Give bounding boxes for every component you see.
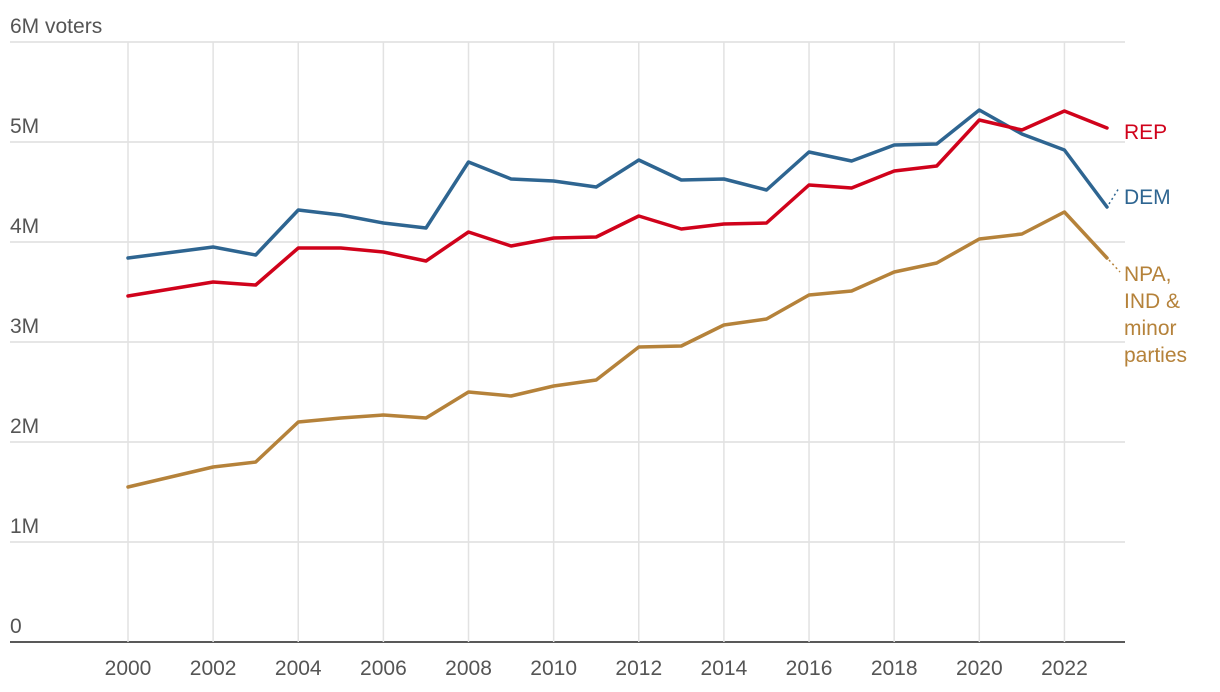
x-tick-label: 2014 <box>701 657 748 680</box>
series-label-npa: NPA, IND & minor parties <box>1124 263 1187 367</box>
x-tick-label: 2018 <box>871 657 918 680</box>
series-line-rep <box>126 109 1109 298</box>
y-tick-label: 3M <box>10 315 39 338</box>
y-tick-label: 2M <box>10 415 39 438</box>
x-tick-label: 2008 <box>445 657 492 680</box>
x-tick-label: 2010 <box>530 657 577 680</box>
series-lines <box>126 108 1109 489</box>
x-tick-label: 2000 <box>105 657 152 680</box>
grid-lines <box>10 41 1125 643</box>
series-label-rep: REP <box>1124 121 1167 144</box>
y-axis-ticks: 0 1M 2M 3M 4M 5M 6M voters <box>10 15 102 638</box>
x-tick-label: 2020 <box>956 657 1003 680</box>
x-axis-ticks: 2000 2002 2004 2006 2008 2010 2012 2014 2016 2018… <box>105 657 1088 680</box>
y-tick-label: 0 <box>10 615 22 638</box>
series-labels: REP DEM NPA, IND & minor parties <box>1108 121 1187 367</box>
series-label-npa-line: NPA, <box>1124 263 1171 286</box>
y-tick-label: 1M <box>10 515 39 538</box>
x-tick-label: 2022 <box>1041 657 1088 680</box>
x-tick-label: 2016 <box>786 657 833 680</box>
dem-label-leader <box>1108 187 1120 205</box>
x-tick-label: 2006 <box>360 657 407 680</box>
x-tick-label: 2012 <box>615 657 662 680</box>
series-line-npa <box>126 210 1109 489</box>
y-tick-label: 6M voters <box>10 15 102 38</box>
series-label-npa-line: minor <box>1124 317 1177 340</box>
series-label-npa-line: parties <box>1124 344 1187 367</box>
x-tick-label: 2004 <box>275 657 322 680</box>
npa-label-leader <box>1108 259 1121 273</box>
series-label-npa-line: IND & <box>1124 290 1180 313</box>
y-tick-label: 4M <box>10 215 39 238</box>
x-tick-label: 2002 <box>190 657 237 680</box>
series-line-dem <box>126 108 1109 260</box>
series-label-dem: DEM <box>1124 186 1171 209</box>
y-tick-label: 5M <box>10 115 39 138</box>
